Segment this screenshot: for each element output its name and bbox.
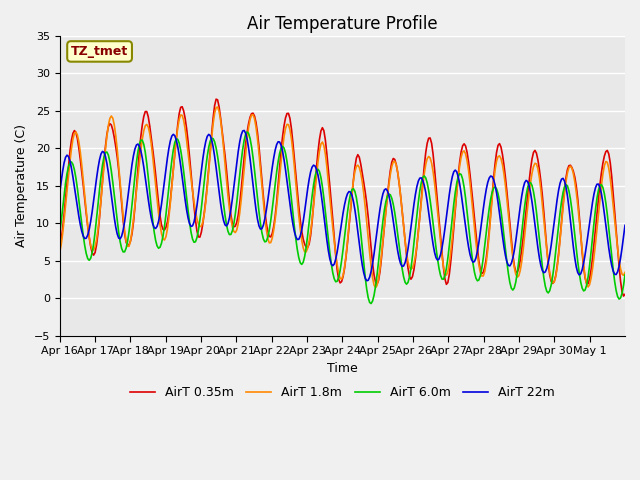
AirT 6.0m	[348, 187, 356, 192]
AirT 0.35m	[621, 291, 629, 297]
AirT 1.8m	[621, 269, 629, 275]
X-axis label: Time: Time	[327, 361, 358, 374]
AirT 0.35m	[618, 289, 626, 295]
AirT 6.0m	[56, 232, 63, 238]
AirT 22m	[621, 222, 629, 228]
AirT 22m	[93, 175, 100, 181]
AirT 6.0m	[621, 272, 629, 277]
AirT 6.0m	[620, 283, 627, 288]
Line: AirT 6.0m: AirT 6.0m	[60, 132, 625, 303]
AirT 1.8m	[372, 285, 380, 290]
AirT 22m	[241, 128, 248, 133]
AirT 0.35m	[545, 261, 552, 266]
Line: AirT 1.8m: AirT 1.8m	[60, 107, 625, 288]
AirT 6.0m	[367, 300, 375, 306]
AirT 22m	[56, 191, 63, 197]
AirT 6.0m	[93, 216, 100, 222]
Title: Air Temperature Profile: Air Temperature Profile	[247, 15, 438, 33]
Legend: AirT 0.35m, AirT 1.8m, AirT 6.0m, AirT 22m: AirT 0.35m, AirT 1.8m, AirT 6.0m, AirT 2…	[125, 381, 560, 404]
AirT 22m	[348, 192, 356, 198]
AirT 0.35m	[460, 141, 468, 147]
AirT 6.0m	[75, 197, 83, 203]
Text: TZ_tmet: TZ_tmet	[71, 45, 128, 58]
AirT 6.0m	[546, 288, 554, 294]
AirT 6.0m	[243, 129, 251, 135]
AirT 1.8m	[461, 151, 469, 156]
AirT 1.8m	[546, 269, 554, 275]
AirT 22m	[75, 214, 83, 219]
AirT 0.35m	[620, 293, 627, 299]
Line: AirT 0.35m: AirT 0.35m	[60, 99, 625, 296]
AirT 1.8m	[56, 250, 63, 256]
Y-axis label: Air Temperature (C): Air Temperature (C)	[15, 124, 28, 247]
Line: AirT 22m: AirT 22m	[60, 131, 625, 281]
AirT 22m	[546, 252, 554, 258]
AirT 22m	[363, 278, 371, 284]
AirT 22m	[620, 234, 627, 240]
AirT 0.35m	[348, 192, 356, 198]
AirT 0.35m	[56, 245, 63, 251]
AirT 1.8m	[620, 273, 627, 278]
AirT 1.8m	[75, 139, 83, 144]
AirT 6.0m	[461, 195, 469, 201]
AirT 1.8m	[214, 104, 221, 110]
AirT 0.35m	[75, 145, 83, 151]
AirT 1.8m	[93, 237, 100, 242]
AirT 0.35m	[212, 96, 220, 102]
AirT 22m	[461, 224, 469, 229]
AirT 1.8m	[348, 191, 356, 196]
AirT 0.35m	[93, 242, 100, 248]
